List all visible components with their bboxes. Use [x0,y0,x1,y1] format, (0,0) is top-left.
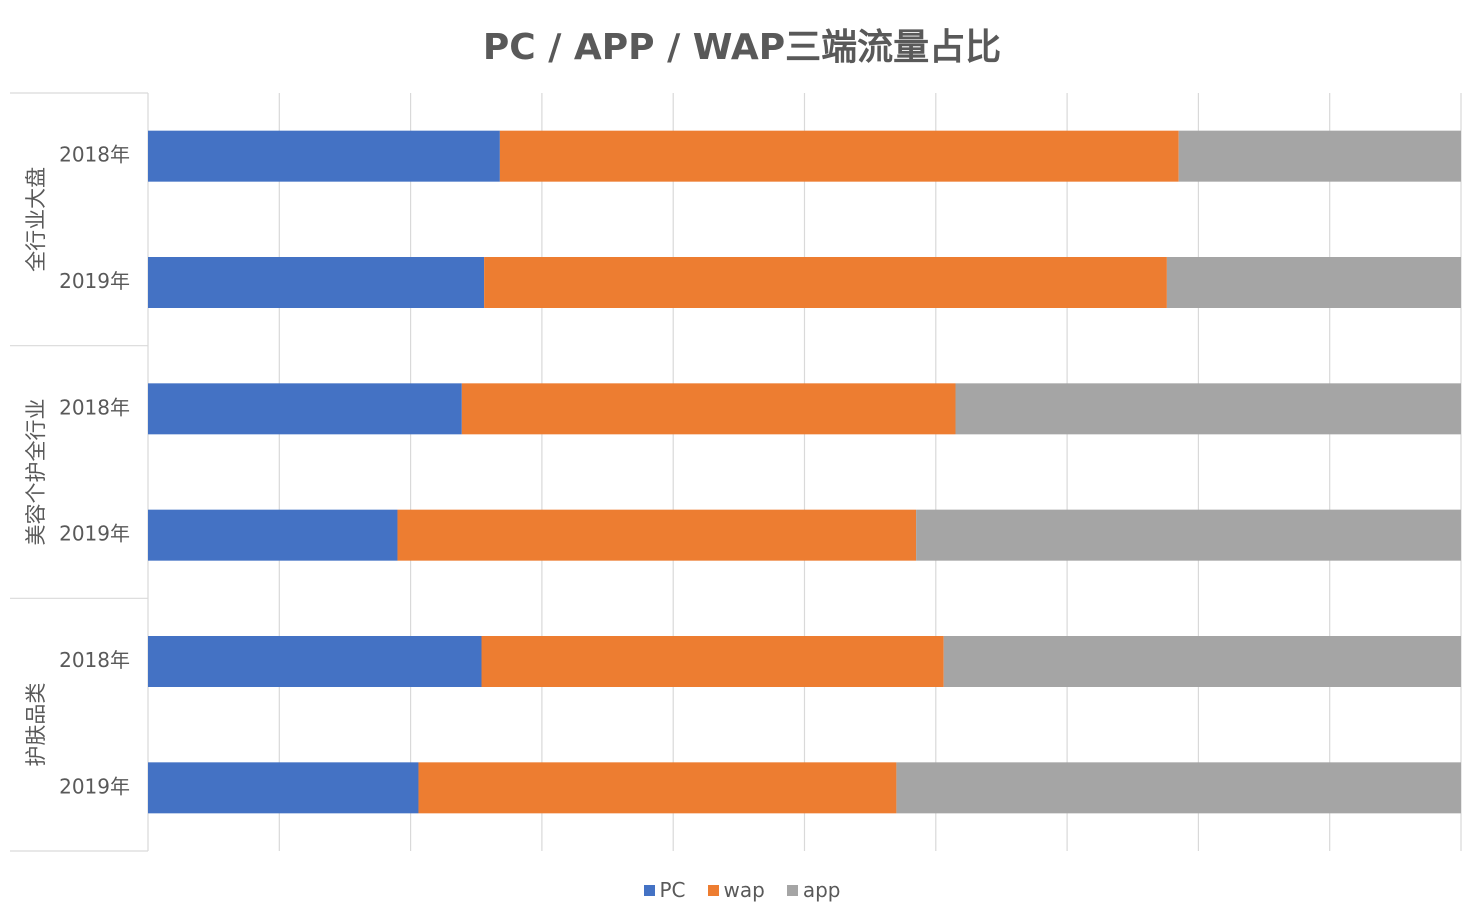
legend-swatch [643,884,655,896]
bar-wap [499,130,1179,182]
group-label: 美容个护全行业 [24,399,48,546]
legend-label: app [802,878,841,902]
legend-label: wap [723,878,765,902]
bar-wap [481,636,944,687]
bar-wap [418,762,897,814]
bar-app [1178,130,1461,182]
bar-pc [148,636,482,687]
legend-item: wap [707,878,765,902]
legend-item: PC [643,878,686,902]
bar-app [955,383,1461,435]
bar-pc [148,762,419,814]
chart-title: PC / APP / WAP三端流量占比 [482,27,1002,68]
bar-app [1166,257,1461,308]
legend-label: PC [659,878,686,902]
legend-swatch [786,884,798,896]
bar-app [896,762,1461,814]
bar-wap [484,257,1167,308]
bar-app [943,636,1461,687]
group-label: 全行业大盘 [24,167,48,272]
category-tick-label: 2018年 [59,648,130,672]
category-tick-label: 2018年 [59,143,130,167]
bar-pc [148,130,500,182]
category-tick-label: 2018年 [59,395,130,419]
bar-pc [148,383,462,435]
bar-wap [397,509,917,561]
bar-app [916,509,1461,561]
legend-swatch [707,884,719,896]
bar-wap [461,383,956,435]
legend-item: app [786,878,841,902]
group-label: 护肤品类 [24,683,48,767]
legend: PC wap app [0,878,1484,902]
category-tick-label: 2019年 [59,522,130,546]
category-tick-label: 2019年 [59,269,130,293]
category-tick-label: 2019年 [59,774,130,798]
bar-pc [148,509,398,561]
bar-pc [148,257,485,308]
